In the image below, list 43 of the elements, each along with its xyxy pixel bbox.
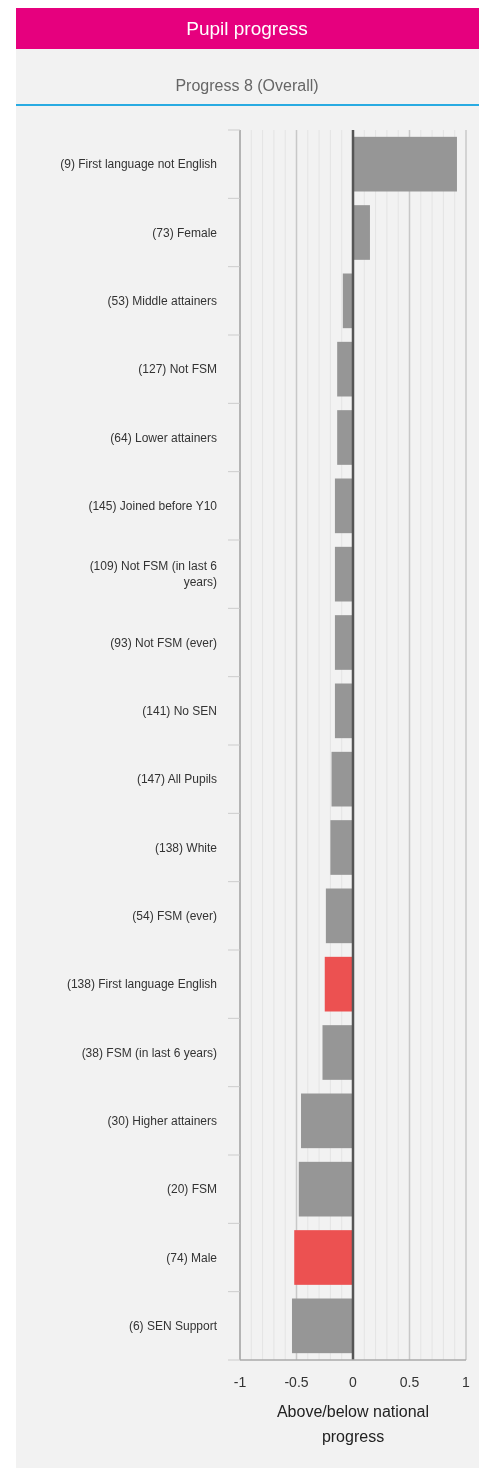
x-tick-label: 0 xyxy=(349,1374,358,1390)
bar xyxy=(294,1230,353,1285)
bar xyxy=(324,956,353,1012)
bar xyxy=(353,136,457,192)
y-tick-label: (64) Lower attainers xyxy=(110,430,217,445)
y-tick-label: (20) FSM xyxy=(166,1182,217,1197)
bar xyxy=(322,1025,353,1080)
x-tick-label: 1 xyxy=(462,1374,471,1390)
bar xyxy=(325,888,353,944)
y-tick-label: (9) First language not English xyxy=(60,157,217,172)
chart-title: Pupil progress xyxy=(186,18,308,39)
bar xyxy=(337,341,353,397)
x-tick-label: -0.5 xyxy=(284,1374,309,1390)
y-tick-label: (74) Male xyxy=(166,1250,218,1265)
bar xyxy=(337,410,353,465)
y-tick-label: (145) Joined before Y10 xyxy=(88,498,218,513)
y-tick-label: (73) Female xyxy=(152,225,218,240)
bar xyxy=(334,546,353,602)
chart-subtitle: Progress 8 (Overall) xyxy=(175,77,319,94)
x-tick-label: -1 xyxy=(233,1374,247,1390)
bar xyxy=(291,1298,353,1354)
y-tick-label: (138) First language English xyxy=(66,977,217,992)
y-tick-label: (54) FSM (ever) xyxy=(132,908,217,923)
y-tick-label: (93) Not FSM (ever) xyxy=(110,635,217,650)
y-tick-label: (147) All Pupils xyxy=(136,772,217,787)
y-tick-label: (127) Not FSM xyxy=(138,362,217,377)
y-tick-label: (30) Higher attainers xyxy=(107,1113,217,1128)
bar xyxy=(298,1161,353,1217)
y-tick-label: (109) Not FSM (in last 6 years) xyxy=(89,559,218,590)
x-tick-label: 0.5 xyxy=(399,1374,420,1390)
bar xyxy=(301,1093,353,1149)
bar xyxy=(334,615,353,670)
y-tick-label: (141) No SEN xyxy=(142,703,217,718)
x-axis-title: Above/below national progress xyxy=(276,1403,430,1445)
y-tick-label: (6) SEN Support xyxy=(128,1318,218,1333)
bar xyxy=(353,205,370,260)
bar xyxy=(331,751,353,807)
bar xyxy=(334,478,353,534)
bar xyxy=(330,820,353,875)
y-tick-label: (53) Middle attainers xyxy=(107,293,217,308)
y-tick-label: (138) White xyxy=(154,840,218,855)
y-tick-label: (38) FSM (in last 6 years) xyxy=(81,1045,217,1060)
bar xyxy=(334,683,353,739)
